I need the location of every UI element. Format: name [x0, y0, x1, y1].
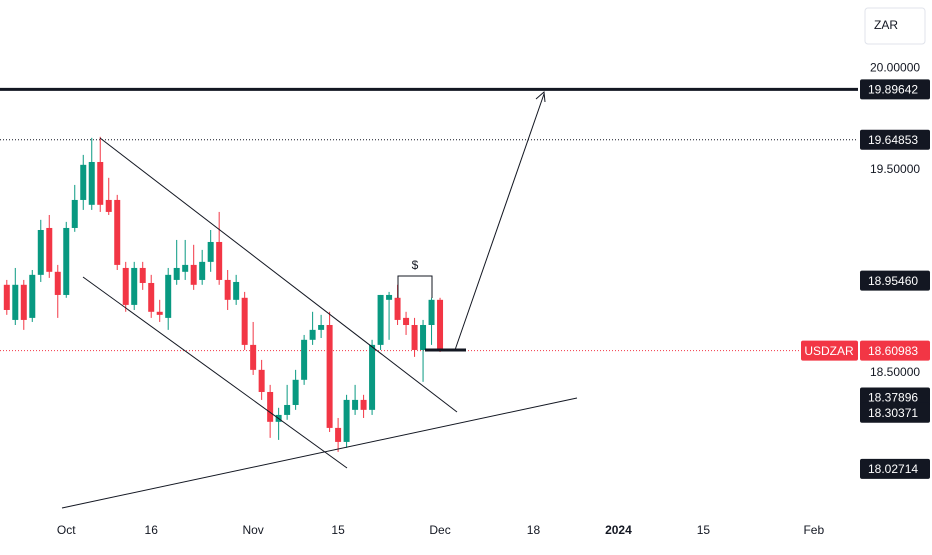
symbol-box [801, 340, 858, 361]
x-tick-label: 2024 [605, 523, 632, 537]
candle-body [37, 229, 44, 275]
candle-body [182, 264, 189, 272]
candle-body [88, 161, 95, 205]
candle-body [148, 282, 155, 312]
x-tick-label: 16 [145, 523, 159, 537]
candle-body [343, 399, 350, 442]
support-line [61, 397, 578, 509]
channel-upper [99, 137, 458, 413]
price-label: 19.89642 [868, 83, 918, 97]
candle-body [420, 324, 427, 350]
currency-button[interactable] [864, 7, 926, 45]
candle-body [377, 294, 384, 345]
candle-body [326, 324, 333, 428]
candle-body [207, 241, 214, 262]
candle-body [403, 317, 410, 325]
price-label-box [860, 129, 930, 150]
candle-body [114, 199, 121, 265]
annotation: $ [412, 258, 419, 272]
candle-body [131, 267, 138, 305]
x-tick-label: 15 [331, 523, 345, 537]
candle-body [284, 404, 291, 415]
price-label-box [860, 79, 930, 100]
candle-body [224, 279, 231, 300]
candle-body [63, 227, 70, 295]
candle-body [292, 379, 299, 405]
price-label-box [860, 387, 930, 408]
candle-body [437, 299, 444, 351]
candle-body [139, 267, 146, 283]
candle-body [250, 344, 257, 370]
candle-body [105, 199, 112, 212]
candle-body [71, 199, 78, 228]
price-label: 18.95460 [868, 274, 918, 288]
candle-body [165, 274, 172, 318]
arrow-head [535, 90, 546, 103]
candle-body [301, 339, 308, 380]
candle-body [12, 284, 19, 320]
candle-body [3, 284, 10, 310]
candle-body [190, 264, 197, 285]
candle-body [46, 227, 53, 272]
price-label: 18.02714 [868, 462, 918, 476]
candle-body [233, 281, 240, 300]
price-label: 18.37896 [868, 391, 918, 405]
candle-body [241, 297, 248, 345]
y-tick-label: 20.00000 [870, 61, 920, 75]
price-label-box [860, 402, 930, 423]
x-tick-label: Nov [242, 523, 263, 537]
channel-lower [82, 276, 348, 469]
candle-body [173, 267, 180, 280]
candle-body [360, 399, 367, 410]
candle-body [318, 324, 325, 330]
candle-body [122, 267, 129, 305]
candle-body [267, 391, 274, 422]
candle-body [386, 294, 393, 300]
plot [0, 87, 858, 452]
candle-body [199, 261, 206, 280]
candle-body [394, 297, 401, 320]
candle-body [369, 344, 376, 410]
drawings: $ [61, 90, 578, 509]
candle-body [20, 284, 27, 320]
candle-body [258, 369, 265, 392]
arrow-line [454, 93, 545, 351]
price-label-box [860, 270, 930, 291]
x-tick-label: 18 [527, 523, 541, 537]
candle-body [352, 399, 359, 410]
x-tick-label: Oct [57, 523, 76, 537]
currency-label: ZAR [874, 18, 898, 32]
price-label-box [860, 340, 930, 361]
candle-body [29, 274, 36, 318]
candle-body [80, 164, 87, 200]
candle-body [54, 271, 61, 295]
y-tick-label: 19.50000 [870, 162, 920, 176]
y-tick-label: 18.50000 [870, 365, 920, 379]
price-label-box [860, 458, 930, 479]
candle-body [156, 311, 163, 315]
symbol-label: USDZAR [804, 344, 854, 358]
candle-body [335, 427, 342, 442]
price-label: 19.64853 [868, 133, 918, 147]
price-label: 18.60983 [868, 344, 918, 358]
x-tick-label: Dec [429, 523, 450, 537]
candle-body [411, 324, 418, 350]
x-tick-label: Feb [803, 523, 824, 537]
candle-body [428, 299, 435, 325]
candle-body [97, 161, 104, 205]
candle-body [309, 329, 316, 340]
price-label: 18.30371 [868, 406, 918, 420]
candle-body [216, 241, 223, 280]
bracket [397, 275, 433, 298]
x-tick-label: 15 [697, 523, 711, 537]
